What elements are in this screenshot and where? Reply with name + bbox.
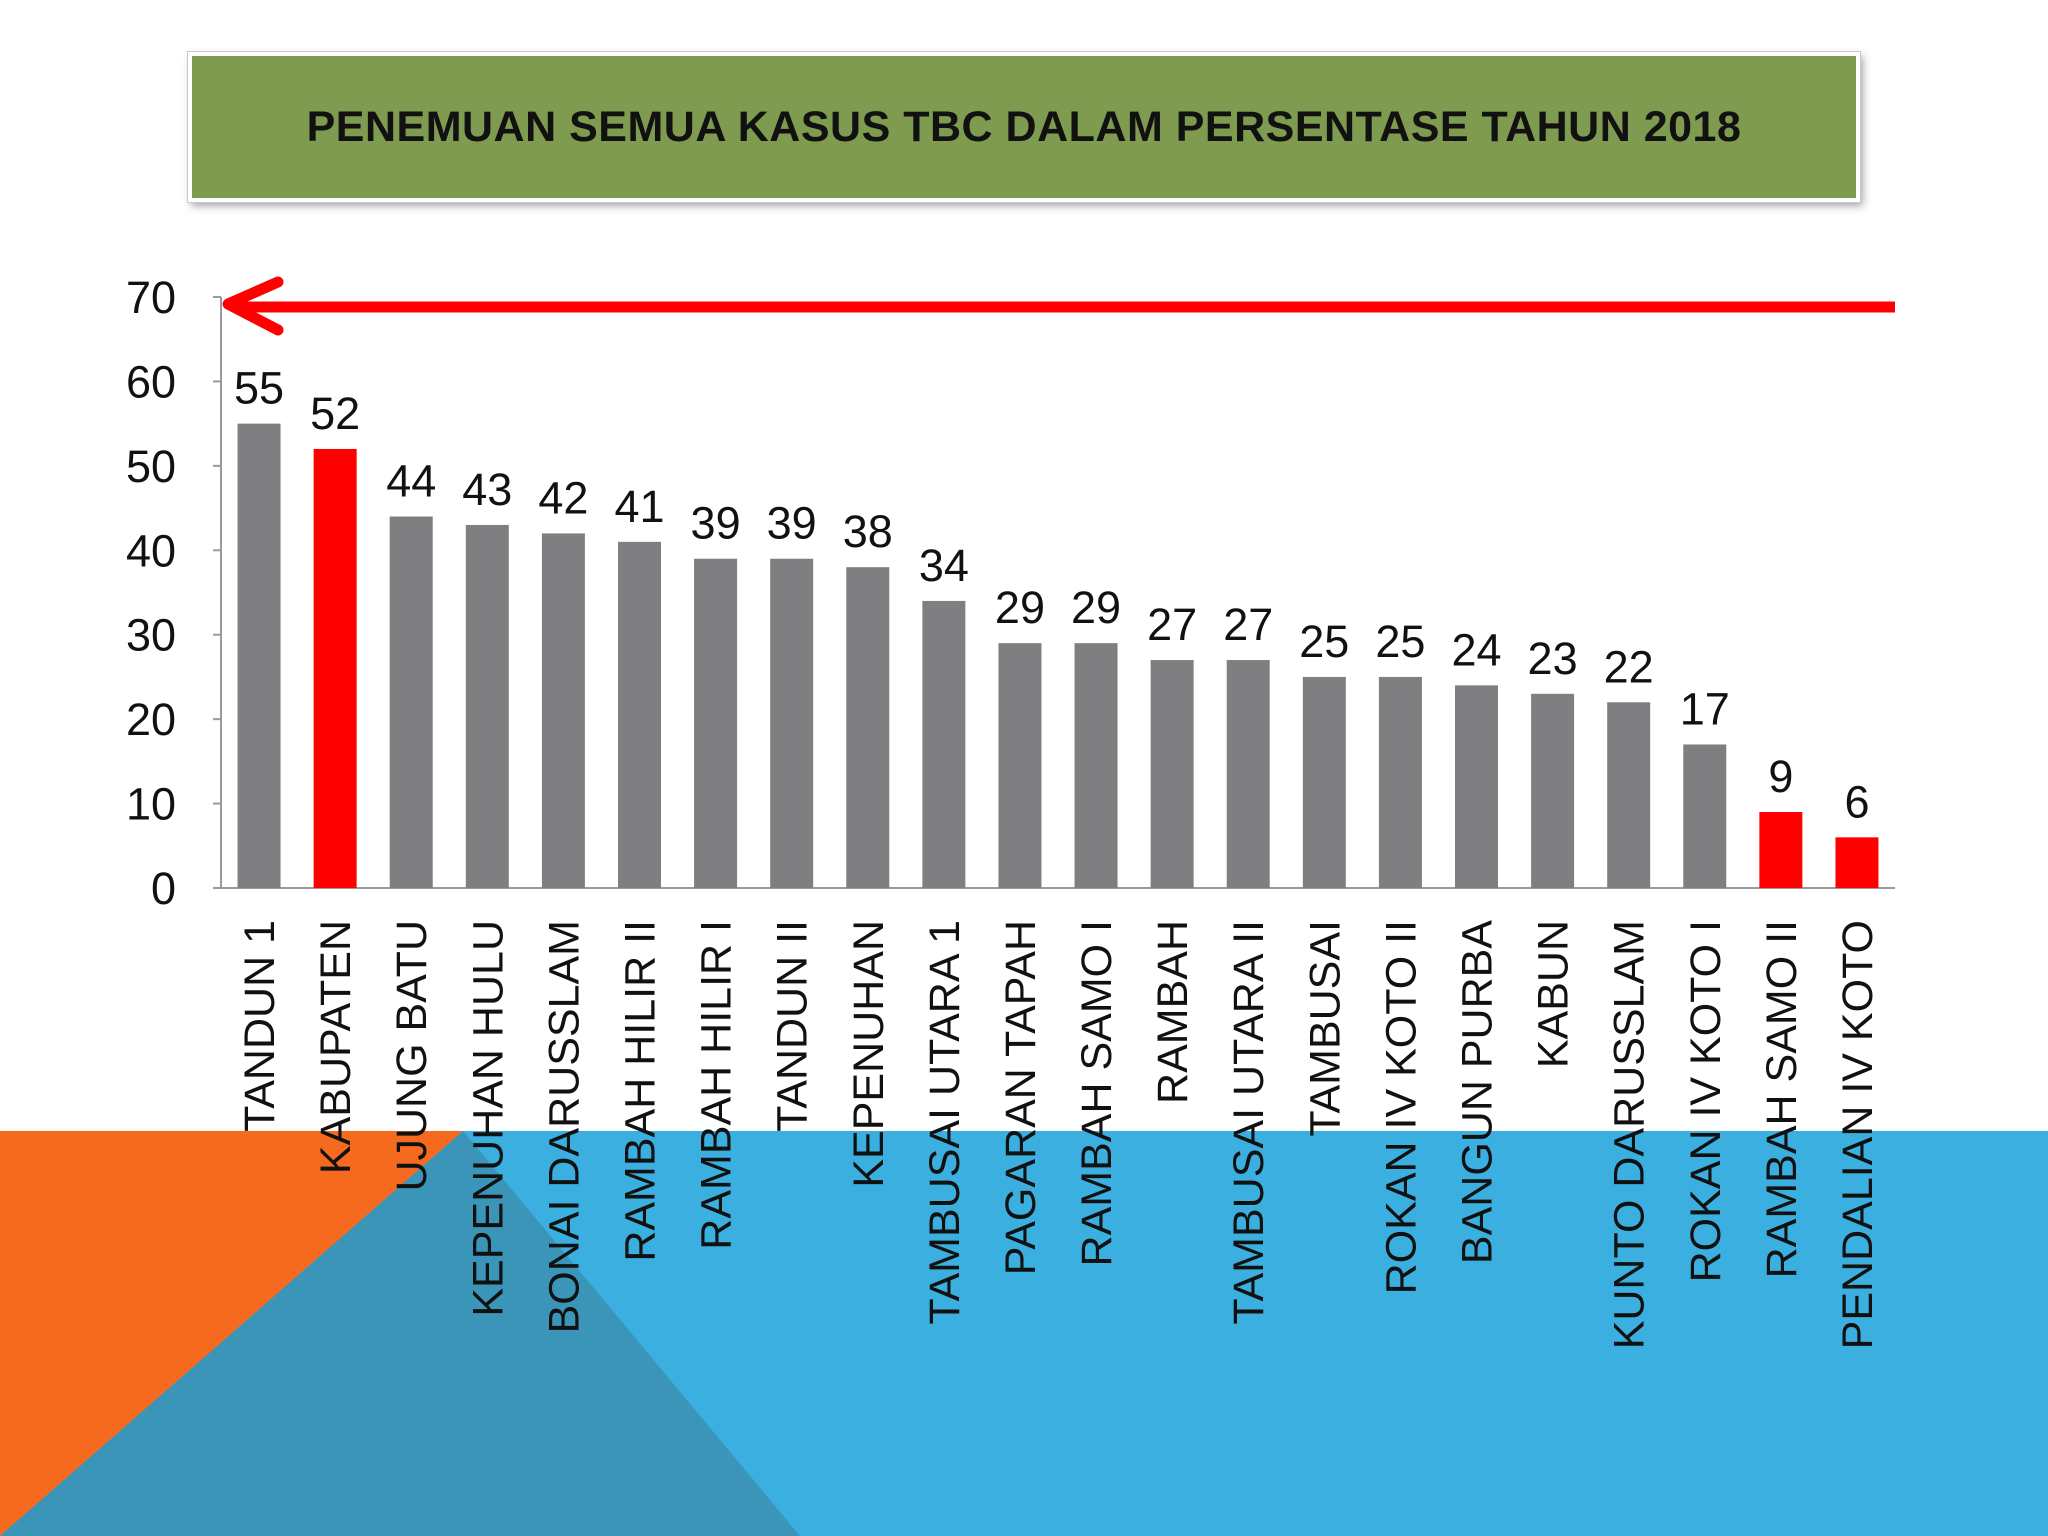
data-label: 29: [1071, 582, 1121, 633]
bar: [1226, 660, 1270, 888]
data-label: 22: [1604, 641, 1654, 692]
category-label: ROKAN IV KOTO I: [1682, 920, 1730, 1282]
bar: [922, 600, 966, 888]
category-label: PENDALIAN IV KOTO: [1834, 920, 1882, 1349]
data-label: 52: [310, 388, 360, 439]
category-label: BANGUN PURBA: [1454, 920, 1502, 1264]
category-label: TAMBUSAI UTARA 1: [921, 920, 969, 1325]
chart-title: PENEMUAN SEMUA KASUS TBC DALAM PERSENTAS…: [306, 102, 1742, 151]
bar: [541, 533, 585, 888]
data-label: 27: [1223, 599, 1273, 650]
bar: [770, 558, 814, 888]
data-label: 44: [386, 456, 436, 507]
data-label: 41: [614, 481, 664, 532]
data-label: 17: [1680, 683, 1730, 734]
category-label: TAMBUSAI: [1301, 920, 1349, 1137]
arrow-head: [222, 276, 284, 336]
data-label: 25: [1299, 616, 1349, 667]
y-tick-label: 60: [126, 356, 176, 407]
bar: [846, 567, 890, 888]
category-label: KEPENUHAN: [845, 920, 893, 1188]
category-label: KABUPATEN: [312, 920, 360, 1174]
data-label: 6: [1844, 776, 1869, 827]
category-label: RAMBAH HILIR II: [617, 920, 665, 1262]
data-label: 29: [995, 582, 1045, 633]
data-label: 43: [462, 464, 512, 515]
y-axis: 0 10 20 30 40 50 60 70: [126, 272, 221, 914]
data-label: 42: [538, 472, 588, 523]
category-label: TANDUN II: [769, 920, 817, 1132]
bar: [618, 541, 661, 888]
bar: [1074, 643, 1118, 888]
bar: [389, 516, 433, 888]
bar: [1607, 702, 1651, 888]
data-label: 9: [1768, 751, 1793, 802]
category-label: UJUNG BATU: [388, 920, 436, 1192]
data-label: 25: [1375, 616, 1425, 667]
bar: [1150, 660, 1194, 888]
y-tick-label: 40: [126, 525, 176, 576]
data-label: 38: [843, 506, 893, 557]
chart-title-banner: PENEMUAN SEMUA KASUS TBC DALAM PERSENTAS…: [188, 52, 1860, 202]
category-label: TANDUN 1: [236, 920, 284, 1132]
category-label: TAMBUSAI UTARA II: [1225, 920, 1273, 1325]
background-overlap-triangle: [0, 1131, 800, 1536]
data-label: 27: [1147, 599, 1197, 650]
category-label: PAGARAN TAPAH: [997, 920, 1045, 1275]
category-label: RAMBAH: [1149, 920, 1197, 1104]
y-tick-label: 10: [126, 779, 176, 830]
bar: [694, 558, 738, 888]
y-tick-label: 50: [126, 441, 176, 492]
category-label: BONAI DARUSSLAM: [540, 920, 588, 1333]
bar: [1302, 676, 1346, 888]
category-label: RAMBAH HILIR I: [693, 920, 741, 1250]
category-label: KEPENUHAN HULU: [464, 920, 512, 1317]
data-label: 24: [1451, 624, 1501, 675]
bar: [1378, 676, 1422, 888]
data-label: 39: [767, 498, 817, 549]
category-label: KABUN: [1530, 920, 1578, 1068]
category-label: ROKAN IV KOTO II: [1377, 920, 1425, 1294]
bar: [465, 524, 509, 888]
bar: [1531, 693, 1575, 888]
data-label: 55: [234, 363, 284, 414]
bar: [1455, 685, 1498, 888]
category-label: KUNTO DARUSSLAM: [1606, 920, 1654, 1349]
data-label: 34: [919, 540, 969, 591]
y-tick-label: 0: [151, 863, 176, 914]
category-label: RAMBAH SAMO II: [1758, 920, 1806, 1278]
bar: [313, 448, 357, 888]
bar: [1683, 744, 1727, 888]
bar: [998, 643, 1042, 888]
data-label: 23: [1528, 633, 1578, 684]
y-tick-label: 70: [126, 272, 176, 323]
category-label: RAMBAH SAMO I: [1073, 920, 1121, 1266]
y-tick-label: 30: [126, 610, 176, 661]
bar: [237, 423, 281, 888]
data-label: 39: [691, 498, 741, 549]
red-arrow-annotation: [222, 276, 1895, 336]
bar: [1835, 837, 1879, 888]
bar-series: 55 TANDUN 1 52 KABUPATEN 44 UJUNG BATU 43 KEPEN…: [234, 363, 1882, 1350]
bar: [1759, 812, 1803, 888]
y-tick-label: 20: [126, 694, 176, 745]
